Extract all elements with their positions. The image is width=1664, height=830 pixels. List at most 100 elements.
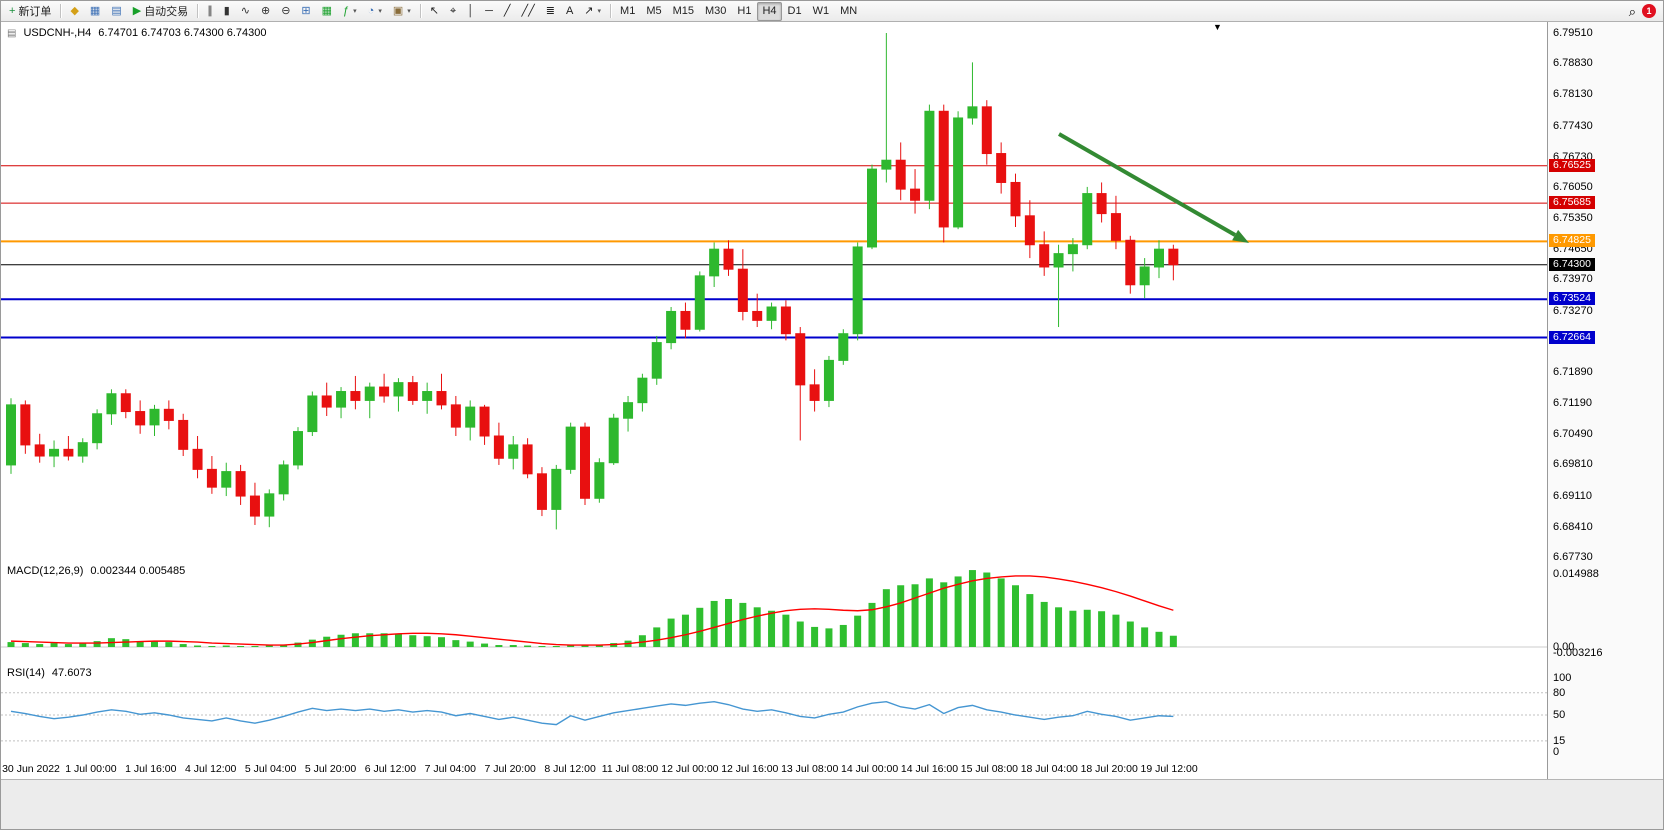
price-tick-label: 6.69810 (1553, 458, 1593, 471)
price-tick-label: 6.73970 (1553, 273, 1593, 286)
timeframe-m5-button[interactable]: M5 (641, 2, 666, 21)
candle-body (651, 342, 662, 379)
candle-body (795, 333, 806, 386)
zoom-out-button[interactable]: ⊖ (276, 2, 295, 21)
price-tick-label: 6.78130 (1553, 88, 1593, 101)
candle-body (106, 393, 117, 415)
time-tick-label: 30 Jun 2022 (2, 763, 60, 775)
market-watch-button[interactable]: ▦ (85, 2, 105, 21)
candle-body (221, 471, 232, 488)
auto-arrange-icon: ▦ (321, 4, 333, 17)
candle-body (737, 268, 748, 312)
cursor-button[interactable]: ↖ (425, 2, 444, 21)
candle-body (823, 359, 834, 401)
zoom-in-icon: ⊕ (260, 4, 271, 17)
market-watch-icon: ▦ (89, 4, 101, 17)
candle-body (178, 419, 189, 450)
trend-arrow-annotation[interactable] (1058, 132, 1249, 243)
trendline-button[interactable]: ╱ (499, 2, 516, 21)
indicators-button[interactable]: ƒ ▾ (338, 2, 362, 21)
timeframe-m15-button[interactable]: M15 (668, 2, 699, 21)
timeframe-d1-button-label: D1 (787, 5, 802, 17)
timeframe-mn-button[interactable]: MN (835, 2, 862, 21)
rsi-panel[interactable]: RSI(14) 47.6073 (1, 663, 1547, 760)
timeframe-m30-button[interactable]: M30 (700, 2, 731, 21)
candle-body (77, 442, 88, 457)
price-badge: 6.74300 (1549, 257, 1595, 271)
macd-signal-line (10, 575, 1174, 646)
zoom-out-icon: ⊖ (281, 4, 291, 17)
macd-canvas (1, 570, 1547, 648)
arrows-button[interactable]: ↗ ▾ (579, 2, 606, 21)
horizontal-level-lines[interactable] (1, 165, 1547, 339)
line-chart-icon: ∿ (240, 4, 250, 17)
autotrading-button[interactable]: ▶ 自动交易 (128, 2, 193, 21)
text-button[interactable]: A (561, 2, 578, 21)
charts-window-button[interactable]: ◆ (65, 2, 83, 21)
candle-body (996, 153, 1007, 183)
time-tick-label: 5 Jul 04:00 (244, 763, 297, 775)
candlestick-chart-button[interactable]: ▮ (219, 2, 235, 21)
tile-windows-button[interactable]: ⊞ (296, 2, 315, 21)
chart-region: ▤ USDCNH-,H4 6.74701 6.74703 6.74300 6.7… (1, 21, 1663, 779)
time-tick-label: 18 Jul 04:00 (1020, 763, 1078, 775)
candle-body (1024, 215, 1035, 246)
price-chart-canvas[interactable] (1, 21, 1547, 561)
timeframe-h1-button[interactable]: H1 (732, 2, 756, 21)
text-icon: A (565, 4, 574, 17)
macd-panel[interactable]: MACD(12,26,9) 0.002344 0.005485 (1, 561, 1547, 664)
timeframe-m1-button[interactable]: M1 (615, 2, 640, 21)
macd-tick-label: 0.014988 (1553, 567, 1599, 580)
auto-arrange-button[interactable]: ▦ (317, 2, 337, 21)
chart-ohlc-readout: 6.74701 6.74703 6.74300 6.74300 (98, 27, 267, 39)
candle-body (551, 468, 562, 510)
chart-shift-marker-icon[interactable]: ▼ (1213, 22, 1222, 32)
line-chart-button[interactable]: ∿ (236, 2, 255, 21)
price-axis[interactable]: 6.79510 6.78830 6.78130 6.77430 6.76730 6.760… (1547, 21, 1663, 779)
timeframe-w1-button[interactable]: W1 (808, 2, 835, 21)
timeframe-h1-button-label: H1 (737, 5, 752, 17)
timeframe-d1-button[interactable]: D1 (783, 2, 807, 21)
notification-badge[interactable]: 1 (1642, 4, 1656, 18)
candle-body (350, 391, 361, 401)
timeframe-m1-button-label: M1 (620, 5, 636, 17)
candle-body (163, 408, 174, 421)
toolbar-separator (610, 4, 612, 18)
fibonacci-icon: ≣ (545, 4, 555, 17)
main-chart-panel[interactable]: ▤ USDCNH-,H4 6.74701 6.74703 6.74300 6.7… (1, 21, 1547, 562)
rsi-tick-label: 100 (1553, 672, 1572, 684)
price-tick-label: 6.78830 (1553, 57, 1593, 70)
candle-body (6, 404, 16, 466)
fibonacci-button[interactable]: ≣ (541, 2, 560, 21)
periods-button[interactable]: ◔ ▾ (363, 2, 387, 21)
toolbar-separator (419, 4, 421, 18)
time-tick-label: 18 Jul 20:00 (1080, 763, 1138, 775)
candle-body (522, 444, 533, 475)
crosshair-button[interactable]: ⌖ (445, 2, 461, 21)
candle-body (422, 391, 433, 401)
search-icon[interactable]: ⌕ (1628, 3, 1636, 19)
macd-label: MACD(12,26,9) 0.002344 0.005485 (7, 565, 185, 577)
charts-window-icon: ◆ (70, 4, 79, 17)
zoom-in-button[interactable]: ⊕ (256, 2, 275, 21)
price-badge: 6.72664 (1549, 330, 1595, 344)
timeframe-m15-button-label: M15 (672, 5, 694, 17)
time-axis[interactable]: 30 Jun 2022 1 Jul 00:00 1 Jul 16:00 4 Jul 1… (1, 759, 1547, 779)
channel-button[interactable]: ╱╱ (516, 2, 539, 21)
periods-icon: ◔ (367, 4, 375, 17)
timeframe-h4-button[interactable]: H4 (757, 1, 782, 21)
rsi-label: RSI(14) 47.6073 (7, 667, 92, 679)
candle-body (981, 106, 992, 155)
navigator-button[interactable]: ▤ (106, 2, 126, 21)
time-tick-label: 14 Jul 16:00 (900, 763, 959, 775)
price-tick-label: 6.79510 (1553, 27, 1593, 39)
vertical-line-button[interactable]: │ (462, 2, 479, 21)
candle-body (680, 310, 691, 330)
horizontal-line-button[interactable]: ─ (480, 2, 498, 21)
templates-button[interactable]: ▣ ▾ (388, 2, 416, 21)
candle-body (967, 106, 978, 119)
bar-chart-button[interactable]: ∥ (202, 2, 218, 21)
new-order-button[interactable]: + 新订单 (4, 2, 56, 21)
candle-body (235, 471, 246, 497)
